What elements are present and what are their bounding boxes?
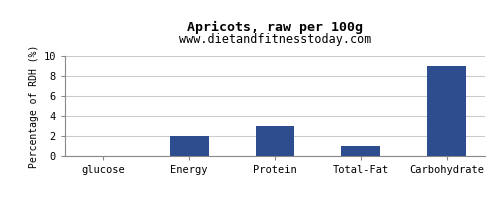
Text: www.dietandfitnesstoday.com: www.dietandfitnesstoday.com xyxy=(179,33,371,46)
Bar xyxy=(170,136,208,156)
Bar xyxy=(428,66,466,156)
Text: Apricots, raw per 100g: Apricots, raw per 100g xyxy=(187,21,363,34)
Bar xyxy=(342,146,380,156)
Bar xyxy=(256,126,294,156)
Y-axis label: Percentage of RDH (%): Percentage of RDH (%) xyxy=(30,44,40,168)
